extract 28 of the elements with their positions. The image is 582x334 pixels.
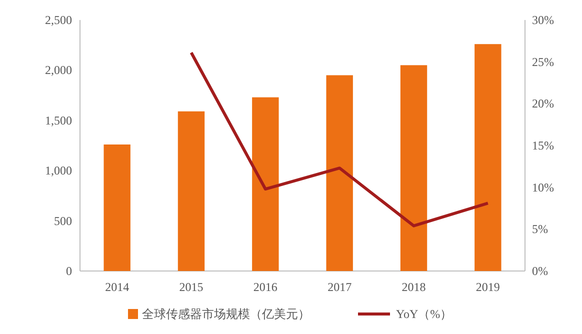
x-tick-label: 2016	[253, 280, 278, 294]
y-tick-label: 2,500	[45, 13, 72, 27]
y-tick-label: 1,000	[45, 164, 72, 178]
y-tick-label: 0	[66, 264, 72, 278]
y2-tick-label: 20%	[532, 96, 554, 111]
y-tick-label: 1,500	[45, 113, 72, 128]
bar	[326, 75, 353, 271]
legend-label: 全球传感器市场规模（亿美元）	[142, 307, 310, 321]
bar	[178, 111, 205, 271]
y2-tick-label: 25%	[532, 54, 554, 69]
y2-tick-label: 15%	[532, 138, 554, 152]
bar	[104, 144, 130, 271]
x-tick-label: 2015	[179, 280, 204, 294]
y2-tick-label: 10%	[532, 180, 554, 194]
bar	[252, 97, 279, 271]
legend-label: YoY（%）	[396, 307, 452, 321]
y2-tick-label: 0%	[532, 264, 548, 278]
y-tick-label: 500	[54, 214, 72, 228]
x-tick-label: 2018	[402, 280, 426, 294]
bar	[400, 65, 428, 271]
x-tick-label: 2014	[105, 280, 130, 294]
x-tick-label: 2019	[476, 280, 500, 294]
bar	[474, 44, 502, 271]
y2-tick-label: 30%	[532, 13, 554, 27]
line-series	[190, 51, 490, 228]
y-tick-label: 2,000	[45, 63, 72, 78]
x-tick-label: 2017	[328, 280, 352, 294]
y2-tick-label: 5%	[532, 222, 548, 236]
